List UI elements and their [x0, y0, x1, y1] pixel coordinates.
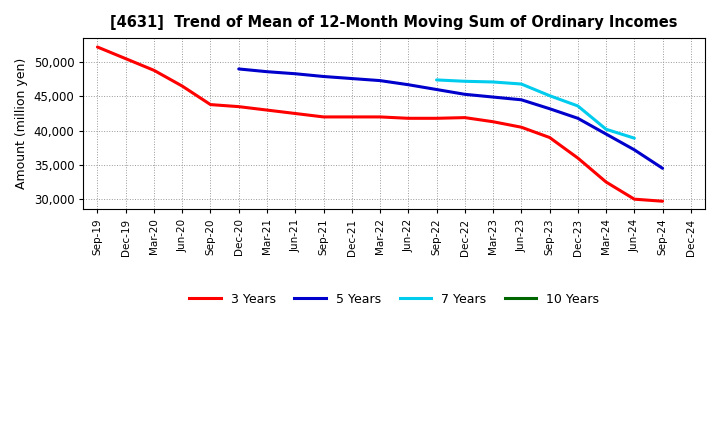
Y-axis label: Amount (million yen): Amount (million yen) — [15, 58, 28, 189]
Title: [4631]  Trend of Mean of 12-Month Moving Sum of Ordinary Incomes: [4631] Trend of Mean of 12-Month Moving … — [110, 15, 678, 30]
Legend: 3 Years, 5 Years, 7 Years, 10 Years: 3 Years, 5 Years, 7 Years, 10 Years — [184, 288, 604, 311]
